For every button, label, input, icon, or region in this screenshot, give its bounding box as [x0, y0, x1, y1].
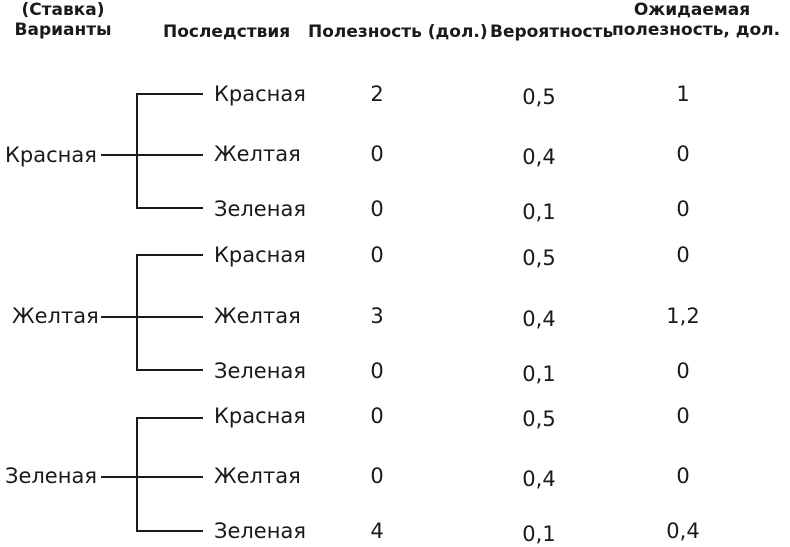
tree-branch-red-2 — [136, 154, 203, 156]
tree-branch-red-1 — [136, 93, 203, 95]
tree-stem-green — [101, 476, 137, 478]
expected-utility-value: 0 — [676, 464, 690, 488]
utility-value: 0 — [370, 404, 384, 428]
expected-utility-value: 0 — [676, 142, 690, 166]
probability-value: 0,4 — [522, 467, 556, 491]
tree-stem-red — [101, 154, 137, 156]
utility-value: 0 — [370, 359, 384, 383]
probability-value: 0,4 — [522, 307, 556, 331]
outcome-label: Желтая — [214, 464, 301, 488]
bet-option-green: Зеленая — [5, 464, 97, 488]
outcome-label: Зеленая — [214, 197, 306, 221]
expected-utility-value: 0 — [676, 243, 690, 267]
tree-branch-yellow-3 — [136, 369, 203, 371]
outcome-label: Желтая — [214, 304, 301, 328]
expected-utility-value: 0,4 — [666, 519, 700, 543]
tree-branch-green-1 — [136, 417, 203, 419]
probability-value: 0,5 — [522, 407, 556, 431]
outcome-label: Красная — [214, 243, 306, 267]
expected-utility-value: 1,2 — [666, 304, 700, 328]
utility-value: 0 — [370, 464, 384, 488]
outcome-label: Зеленая — [214, 359, 306, 383]
outcome-label: Желтая — [214, 142, 301, 166]
tree-branch-green-2 — [136, 476, 203, 478]
probability-value: 0,5 — [522, 85, 556, 109]
probability-value: 0,4 — [522, 145, 556, 169]
tree-branch-vertical-red — [136, 93, 138, 209]
utility-value: 2 — [370, 82, 384, 106]
header-options-line2: Варианты — [14, 20, 112, 40]
header-expected-line2: полезность, дол. — [612, 20, 781, 40]
utility-value: 0 — [370, 142, 384, 166]
header-options-line1: (Ставка) — [21, 0, 105, 20]
header-expected-utility: Ожидаемая полезность, дол. — [612, 0, 781, 40]
bet-option-red: Красная — [5, 143, 97, 167]
outcome-label: Зеленая — [214, 519, 306, 543]
tree-branch-vertical-yellow — [136, 254, 138, 371]
tree-branch-yellow-1 — [136, 254, 203, 256]
header-outcomes: Последствия — [163, 22, 291, 42]
probability-value: 0,1 — [522, 200, 556, 224]
header-expected-line1: Ожидаемая — [633, 0, 751, 20]
tree-branch-red-3 — [136, 207, 203, 209]
probability-value: 0,1 — [522, 362, 556, 386]
tree-stem-yellow — [101, 316, 137, 318]
probability-value: 0,1 — [522, 522, 556, 546]
expected-utility-value: 1 — [676, 82, 690, 106]
expected-utility-value: 0 — [676, 359, 690, 383]
utility-value: 0 — [370, 197, 384, 221]
bet-option-yellow: Желтая — [12, 304, 99, 328]
outcome-label: Красная — [214, 82, 306, 106]
header-utility: Полезность (дол.) — [308, 22, 488, 42]
utility-value: 4 — [370, 519, 384, 543]
expected-utility-value: 0 — [676, 197, 690, 221]
utility-value: 0 — [370, 243, 384, 267]
tree-branch-yellow-2 — [136, 316, 203, 318]
tree-branch-vertical-green — [136, 417, 138, 532]
expected-utility-value: 0 — [676, 404, 690, 428]
header-probability: Вероятность — [490, 22, 614, 42]
utility-value: 3 — [370, 304, 384, 328]
probability-value: 0,5 — [522, 246, 556, 270]
header-options: (Ставка) Варианты — [4, 0, 122, 40]
outcome-label: Красная — [214, 404, 306, 428]
tree-branch-green-3 — [136, 530, 203, 532]
